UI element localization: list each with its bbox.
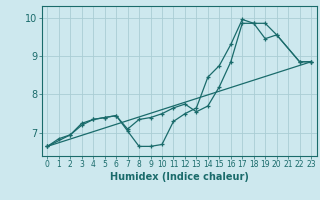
X-axis label: Humidex (Indice chaleur): Humidex (Indice chaleur) bbox=[110, 172, 249, 182]
